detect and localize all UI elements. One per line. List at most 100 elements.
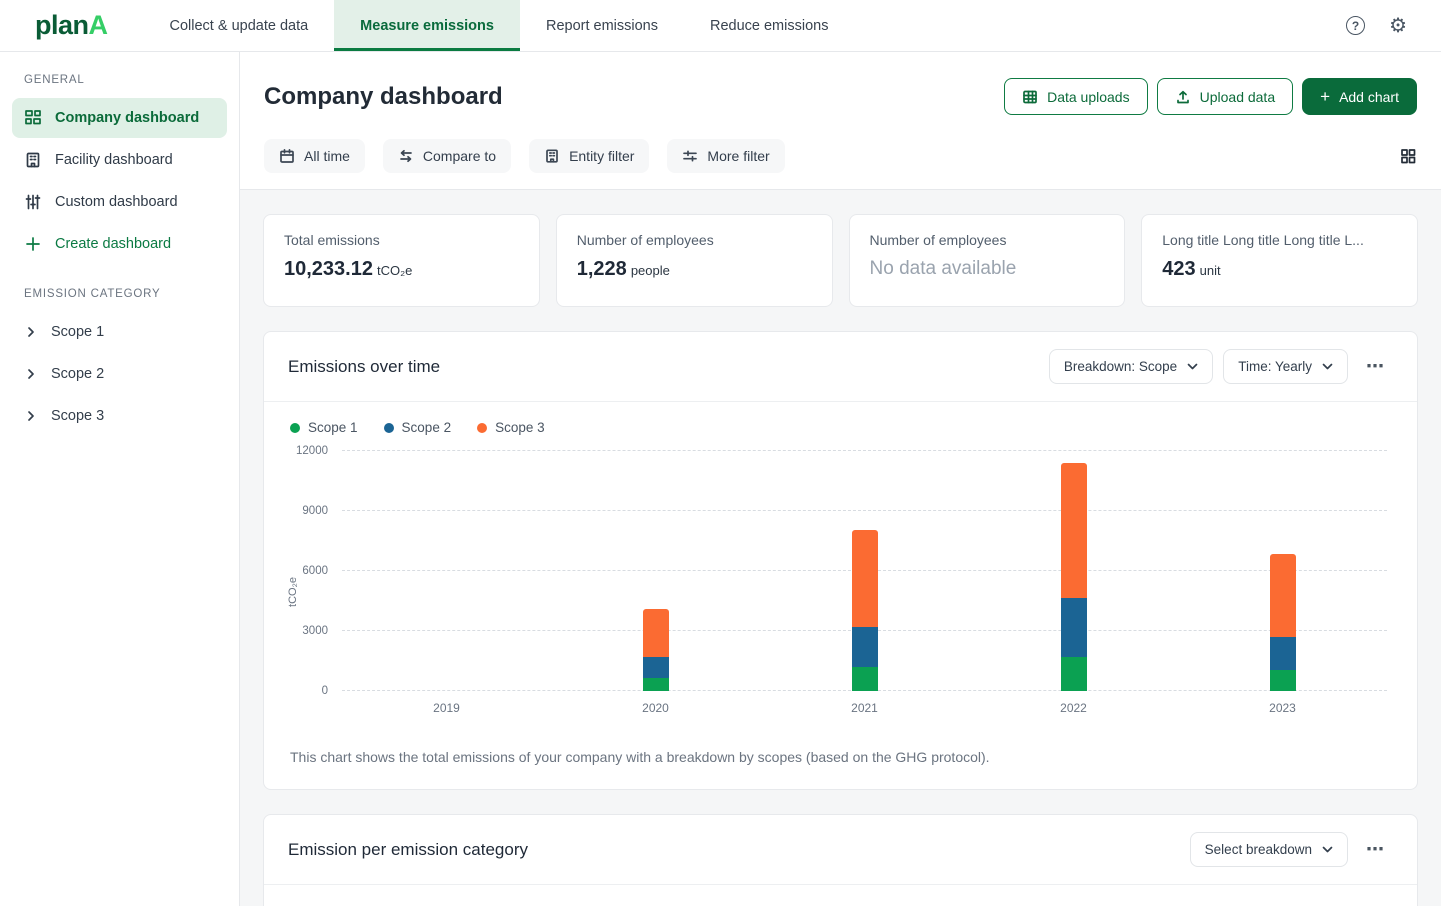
kpi-number-of-employees-empty[interactable]: Number of employees No data available (848, 214, 1126, 307)
settings-gear-icon[interactable]: ⚙ (1389, 14, 1407, 37)
compare-to-filter[interactable]: Compare to (382, 139, 512, 173)
legend-dot (477, 422, 488, 433)
tab-label: Report emissions (545, 17, 658, 34)
top-bar: plan A Collect & update data Measure emis… (0, 0, 1441, 52)
data-uploads-button[interactable]: Data uploads (1004, 78, 1148, 115)
tab-measure-emissions[interactable]: Measure emissions (334, 0, 520, 51)
tab-label: Collect & update data (169, 17, 309, 34)
legend-item-scope-2[interactable]: Scope 2 (383, 420, 451, 435)
sidebar-item-scope-2[interactable]: Scope 2 (12, 354, 227, 394)
sidebar-item-facility-dashboard[interactable]: Facility dashboard (12, 140, 227, 180)
filter-bar: All time Compare to Entity filter (240, 133, 1441, 190)
time-select[interactable]: Time: Yearly (1223, 349, 1348, 384)
x-tick-label: 2022 (1060, 701, 1087, 715)
main-area: Company dashboard Data uploads Upload da… (240, 52, 1441, 906)
kpi-no-data-text: No data available (869, 258, 1017, 279)
add-chart-button[interactable]: + Add chart (1302, 78, 1417, 115)
chart-controls: Breakdown: Scope Time: Yearly ⋯ (1048, 349, 1393, 384)
stacked-bar-2020[interactable] (642, 609, 669, 691)
table-icon (1023, 90, 1037, 103)
grid-icon (1401, 149, 1416, 164)
sidebar-section-emission-category: EMISSION CATEGORY (24, 288, 161, 300)
bar-segment-scope-1[interactable] (851, 667, 878, 691)
bar-segment-scope-2[interactable] (642, 656, 669, 679)
select-breakdown[interactable]: Select breakdown (1189, 832, 1348, 867)
building-icon (26, 152, 40, 168)
chart-controls: Select breakdown ⋯ (1189, 832, 1393, 867)
bar-segment-scope-2[interactable] (1060, 598, 1087, 657)
grid-line: 12000 (296, 445, 1387, 457)
tab-label: Reduce emissions (709, 17, 829, 34)
plana-logo[interactable]: plan A (0, 0, 144, 51)
sidebar-item-label: Create dashboard (55, 236, 172, 252)
bar-segment-scope-2[interactable] (1269, 636, 1296, 671)
sidebar-item-label: Scope 1 (51, 324, 105, 340)
filter-label: Entity filter (569, 148, 635, 164)
sidebar-item-scope-3[interactable]: Scope 3 (12, 396, 227, 436)
sidebar-item-company-dashboard[interactable]: Company dashboard (12, 98, 227, 138)
kpi-long-title[interactable]: Long title Long title Long title L... 42… (1141, 214, 1418, 307)
tab-report-emissions[interactable]: Report emissions (520, 0, 684, 51)
emissions-over-time-card: Emissions over time Breakdown: Scope Tim… (263, 331, 1418, 790)
chevron-right-icon (28, 327, 34, 337)
legend-label: Scope 1 (308, 420, 358, 435)
layout-grid-icon[interactable] (1399, 147, 1417, 165)
more-options-icon[interactable]: ⋯ (1366, 839, 1385, 859)
x-tick-label: 2019 (433, 701, 460, 715)
more-filter[interactable]: More filter (667, 139, 785, 173)
dashboard-content: Total emissions 10,233.12 tCO₂e Number of… (240, 190, 1441, 906)
tab-reduce-emissions[interactable]: Reduce emissions (684, 0, 854, 51)
button-label: Add chart (1339, 88, 1399, 105)
entity-filter[interactable]: Entity filter (529, 139, 650, 173)
bar-segment-scope-3[interactable] (642, 609, 669, 657)
calendar-icon (280, 148, 294, 163)
bar-segment-scope-1[interactable] (642, 678, 669, 691)
sidebar-item-scope-1[interactable]: Scope 1 (12, 312, 227, 352)
help-icon[interactable]: ? (1346, 16, 1366, 35)
kpi-number-of-employees[interactable]: Number of employees 1,228 people (555, 214, 833, 307)
sidebar-section-general: GENERAL (24, 74, 85, 86)
bar-segment-scope-3[interactable] (851, 530, 878, 628)
kpi-total-emissions[interactable]: Total emissions 10,233.12 tCO₂e (263, 214, 540, 307)
chevron-down-icon (1322, 363, 1333, 370)
tab-collect-update-data[interactable]: Collect & update data (144, 0, 335, 51)
breakdown-select[interactable]: Breakdown: Scope (1048, 349, 1214, 384)
filter-label: Compare to (422, 148, 497, 164)
bar-segment-scope-1[interactable] (1269, 670, 1296, 691)
stacked-bar-2022[interactable] (1060, 463, 1087, 691)
button-label: Data uploads (1047, 88, 1130, 105)
stacked-bar-2021[interactable] (851, 530, 878, 691)
legend-item-scope-1[interactable]: Scope 1 (290, 420, 358, 435)
more-options-icon[interactable]: ⋯ (1366, 356, 1385, 376)
chevron-down-icon (1322, 846, 1333, 853)
plot-area: 0 3000 6000 9000 12000 (296, 445, 1387, 697)
bar-segment-scope-3[interactable] (1060, 463, 1087, 599)
legend-dot (383, 422, 394, 433)
sidebar-item-label: Facility dashboard (55, 152, 173, 168)
kpi-unit: people (630, 263, 670, 278)
kpi-unit: unit (1199, 263, 1221, 278)
all-time-filter[interactable]: All time (264, 139, 365, 173)
kpi-label: Number of employees (576, 232, 714, 248)
bar-segment-scope-1[interactable] (1060, 656, 1087, 691)
bar-segment-scope-3[interactable] (1269, 554, 1296, 637)
legend-item-scope-3[interactable]: Scope 3 (477, 420, 545, 435)
stacked-bar-2023[interactable] (1269, 554, 1296, 691)
bar-segment-scope-2[interactable] (851, 627, 878, 668)
button-label: Upload data (1199, 88, 1276, 105)
category-row[interactable]: Purchased goods and services34.9%|3,570.… (288, 901, 1393, 906)
upload-data-button[interactable]: Upload data (1156, 78, 1294, 115)
sliders-horizontal-icon (683, 150, 698, 162)
divider (264, 401, 1417, 402)
x-tick-label: 2021 (851, 701, 878, 715)
page-header: Company dashboard Data uploads Upload da… (240, 52, 1441, 133)
header-actions: Data uploads Upload data + Add chart (1004, 78, 1417, 115)
card-header: Emission per emission category Select br… (264, 815, 1417, 884)
x-axis-labels: 2019 2020 2021 2022 2023 (342, 691, 1387, 717)
sidebar-item-custom-dashboard[interactable]: Custom dashboard (12, 182, 227, 222)
y-tick-label: 9000 (302, 505, 328, 517)
sidebar-item-label: Company dashboard (55, 110, 200, 126)
sidebar-item-create-dashboard[interactable]: Create dashboard (12, 224, 227, 264)
kpi-unit: tCO₂e (376, 263, 413, 278)
